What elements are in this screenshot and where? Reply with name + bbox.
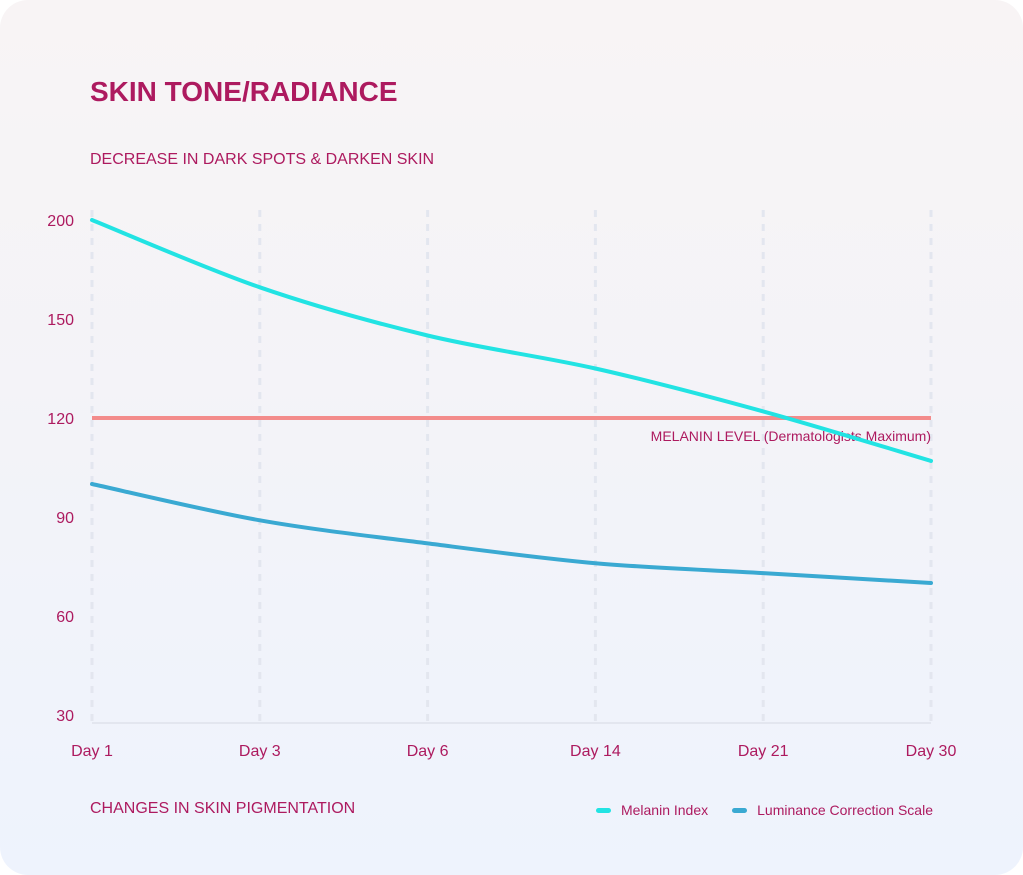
legend-swatch [732, 807, 748, 813]
y-tick-label: 120 [47, 411, 74, 428]
chart-subtitle: DECREASE IN DARK SPOTS & DARKEN SKIN [90, 151, 435, 168]
y-tick-label: 200 [47, 213, 74, 230]
series-line-luminance-correction [90, 482, 933, 585]
x-tick-label: Day 21 [738, 743, 789, 760]
x-tick-label: Day 14 [570, 743, 621, 760]
x-tick-label: Day 3 [239, 743, 281, 760]
y-tick-label: 30 [56, 708, 74, 725]
chart-title: SKIN TONE/RADIANCE [90, 76, 398, 107]
legend-label: Melanin Index [620, 802, 709, 818]
legend-item-melanin[interactable]: Melanin Index [595, 802, 709, 818]
x-tick-label: Day 6 [407, 743, 449, 760]
y-tick-label: 150 [47, 312, 74, 329]
y-tick-label: 90 [56, 510, 74, 527]
y-tick-label: 60 [56, 609, 74, 626]
x-axis-caption: CHANGES IN SKIN PIGMENTATION [90, 800, 356, 817]
legend-label: Luminance Correction Scale [757, 802, 933, 818]
x-tick-label: Day 30 [906, 743, 957, 760]
reference-line-label: MELANIN LEVEL (Dermatologists Maximum) [651, 428, 931, 444]
legend: Melanin Index Luminance Correction Scale [595, 802, 933, 818]
legend-item-luminance[interactable]: Luminance Correction Scale [732, 802, 933, 818]
legend-swatch [595, 807, 611, 813]
series-line-melanin-index [90, 218, 933, 463]
x-tick-label: Day 1 [71, 743, 113, 760]
